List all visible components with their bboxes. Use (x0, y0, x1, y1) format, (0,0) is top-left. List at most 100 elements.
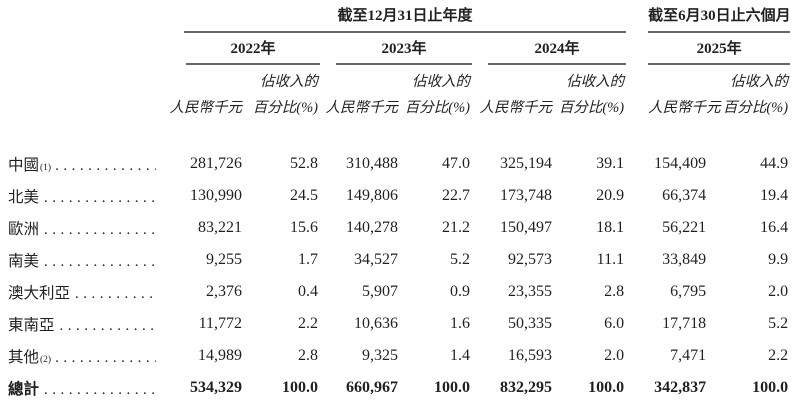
pct-of-revenue-label-2024: 佔收入的 (566, 74, 625, 90)
amount-cell: 16,593 (508, 347, 552, 364)
percentage-label-2025: 百分比(%) (722, 100, 789, 116)
table-row-europe: 歐洲 83,221 15.6 140,278 21.2 150,497 18.1… (0, 212, 790, 244)
dot-leader (44, 189, 156, 207)
amount-cell: 832,295 (500, 379, 552, 396)
pct-cell: 2.8 (298, 347, 318, 364)
period-header-annual-cell: 截至12月31日止年度 (162, 4, 627, 33)
pct-cell: 2.8 (604, 283, 625, 300)
pct-cell: 39.1 (596, 155, 625, 172)
amount-cell: 7,471 (670, 347, 707, 364)
table-row-southeast-asia: 東南亞 11,772 2.2 10,636 1.6 50,335 6.0 17,… (0, 308, 790, 340)
amount-cell: 10,636 (354, 315, 398, 332)
amount-cell: 173,748 (500, 187, 552, 204)
amount-cell: 50,335 (508, 315, 552, 332)
table-row-china: 中國(1) 281,726 52.8 310,488 47.0 325,194 … (0, 148, 790, 180)
amount-cell: 92,573 (508, 251, 552, 268)
table-row-total: 總計 534,329 100.0 660,967 100.0 832,295 1… (0, 372, 790, 404)
rmb-thousand-label-2022: 人民幣千元 (169, 100, 243, 116)
label-column-spacer (0, 4, 162, 33)
amount-cell: 23,355 (508, 283, 552, 300)
pct-of-revenue-label-2022: 佔收入的 (260, 74, 318, 90)
dot-leader (60, 317, 156, 335)
row-label: 北美 (0, 185, 162, 207)
group-gap (626, 4, 648, 33)
amount-cell: 140,278 (346, 219, 398, 236)
pct-cell: 1.7 (298, 251, 318, 268)
pct-cell: 52.8 (290, 155, 318, 172)
pct-cell: 16.4 (760, 219, 789, 236)
amount-cell: 154,409 (654, 155, 707, 172)
dot-leader (44, 221, 156, 239)
percentage-label-2024: 百分比(%) (558, 100, 625, 116)
pct-cell: 15.6 (290, 219, 318, 236)
pct-cell: 0.4 (298, 283, 318, 300)
pct-cell: 19.4 (760, 187, 789, 204)
pct-cell: 9.9 (768, 251, 789, 268)
header-body-spacer (0, 117, 790, 148)
pct-cell: 1.4 (450, 347, 470, 364)
pct-cell: 11.1 (596, 251, 625, 268)
amount-cell: 9,255 (206, 251, 242, 268)
dot-leader (75, 285, 156, 303)
pct-cell: 2.2 (298, 315, 318, 332)
row-label: 歐洲 (0, 217, 162, 239)
pct-cell: 47.0 (442, 155, 470, 172)
row-label: 澳大利亞 (0, 281, 162, 303)
rmb-thousand-label-2023: 人民幣千元 (325, 100, 399, 116)
year-header-2022: 2022年 (186, 33, 320, 65)
pct-of-revenue-label-2023: 佔收入的 (412, 74, 470, 90)
period-header-annual: 截至12月31日止年度 (184, 4, 627, 33)
pct-cell: 21.2 (442, 219, 470, 236)
period-header-interim: 截至6月30日止六個月 (648, 4, 791, 33)
period-header-row: 截至12月31日止年度 截至6月30日止六個月 (0, 4, 791, 33)
row-label: 其他 (2) (0, 345, 162, 367)
amount-cell: 14,989 (198, 347, 242, 364)
amount-cell: 281,726 (190, 155, 242, 172)
row-label: 東南亞 (0, 313, 162, 335)
amount-cell: 2,376 (206, 283, 242, 300)
table-row-south-america: 南美 9,255 1.7 34,527 5.2 92,573 11.1 33,8… (0, 244, 790, 276)
amount-cell: 33,849 (662, 251, 707, 268)
pct-cell: 2.2 (768, 347, 789, 364)
amount-cell: 149,806 (346, 187, 398, 204)
row-label: 中國 (1) (0, 153, 162, 175)
percentage-label-2022: 百分比(%) (252, 100, 318, 116)
rmb-thousand-label-2024: 人民幣千元 (479, 100, 553, 116)
year-header-row: 2022年 2023年 2024年 2025年 (0, 33, 791, 65)
table-row-north-america: 北美 130,990 24.5 149,806 22.7 173,748 20.… (0, 180, 790, 212)
pct-cell: 18.1 (596, 219, 625, 236)
amount-cell: 9,325 (362, 347, 398, 364)
amount-cell: 83,221 (198, 219, 242, 236)
dot-leader (44, 381, 156, 399)
pct-cell: 100.0 (752, 379, 789, 396)
pct-cell: 5.2 (450, 251, 470, 268)
subheader-row-1: 佔收入的 佔收入的 佔收入的 佔收入的 (0, 65, 790, 91)
dot-leader (44, 253, 156, 271)
pct-cell: 100.0 (282, 379, 318, 396)
pct-cell: 100.0 (434, 379, 470, 396)
pct-cell: 2.0 (768, 283, 789, 300)
pct-cell: 5.2 (768, 315, 789, 332)
pct-of-revenue-label-2025: 佔收入的 (730, 74, 789, 90)
amount-cell: 150,497 (500, 219, 552, 236)
year-header-2024: 2024年 (488, 33, 627, 65)
pct-cell: 44.9 (760, 155, 789, 172)
rmb-thousand-label-2025: 人民幣千元 (648, 100, 721, 116)
subheader-row-2: 人民幣千元 百分比(%) 人民幣千元 百分比(%) 人民幣千元 百分比(%) 人… (0, 91, 790, 117)
table-row-others: 其他(2) 14,989 2.8 9,325 1.4 16,593 2.0 7,… (0, 340, 790, 372)
amount-cell: 342,837 (654, 379, 707, 396)
dot-leader (55, 157, 156, 175)
pct-cell: 22.7 (442, 187, 470, 204)
pct-cell: 2.0 (604, 347, 625, 364)
year-header-2025: 2025年 (648, 33, 791, 65)
year-header-2023: 2023年 (336, 33, 472, 65)
amount-cell: 56,221 (662, 219, 707, 236)
dot-leader (55, 349, 156, 367)
pct-cell: 1.6 (450, 315, 470, 332)
pct-cell: 24.5 (290, 187, 318, 204)
amount-cell: 66,374 (662, 187, 707, 204)
table-row-australia: 澳大利亞 2,376 0.4 5,907 0.9 23,355 2.8 6,79… (0, 276, 790, 308)
amount-cell: 34,527 (354, 251, 398, 268)
amount-cell: 660,967 (346, 379, 398, 396)
